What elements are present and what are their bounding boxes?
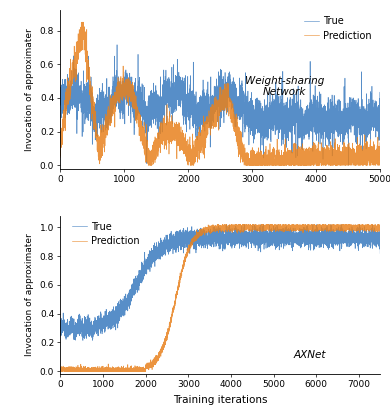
- True: [378, 251, 383, 256]
- Text: Weight-sharing
Network: Weight-sharing Network: [245, 76, 324, 97]
- Prediction: [126, 368, 131, 373]
- Prediction: [321, 160, 326, 165]
- Line: Prediction: Prediction: [60, 22, 380, 165]
- Prediction: [116, 99, 121, 104]
- Prediction: [266, 159, 271, 164]
- True: [180, 75, 185, 80]
- True: [116, 74, 121, 79]
- Legend: True, Prediction: True, Prediction: [69, 218, 144, 250]
- Prediction: [378, 224, 383, 229]
- True: [250, 112, 255, 117]
- Prediction: [181, 138, 185, 143]
- True: [297, 122, 301, 127]
- X-axis label: Training iterations: Training iterations: [173, 395, 268, 405]
- True: [378, 126, 383, 131]
- Prediction: [211, 222, 215, 227]
- Y-axis label: Invocation of approximater: Invocation of approximater: [25, 234, 34, 357]
- True: [58, 96, 63, 101]
- True: [178, 243, 183, 248]
- True: [346, 163, 351, 168]
- Prediction: [146, 163, 151, 168]
- Prediction: [264, 225, 269, 230]
- Line: True: True: [60, 224, 380, 340]
- Prediction: [58, 155, 63, 160]
- True: [81, 338, 85, 343]
- Prediction: [377, 228, 381, 233]
- Line: Prediction: Prediction: [60, 224, 380, 371]
- Prediction: [58, 369, 63, 374]
- Line: True: True: [60, 45, 380, 165]
- True: [321, 126, 326, 131]
- Prediction: [123, 369, 128, 374]
- True: [115, 42, 119, 47]
- True: [264, 238, 269, 243]
- Prediction: [310, 225, 315, 230]
- True: [310, 237, 315, 242]
- True: [377, 236, 381, 241]
- Prediction: [297, 145, 301, 150]
- Y-axis label: Invocation of approximater: Invocation of approximater: [25, 28, 34, 151]
- True: [266, 112, 271, 117]
- Prediction: [250, 163, 255, 168]
- Prediction: [79, 20, 83, 25]
- Text: AXNet: AXNet: [294, 350, 326, 360]
- True: [58, 325, 63, 330]
- True: [224, 222, 229, 227]
- Prediction: [178, 275, 183, 280]
- True: [126, 301, 131, 306]
- Prediction: [58, 369, 63, 374]
- Prediction: [378, 151, 383, 156]
- True: [123, 298, 128, 303]
- Legend: True, Prediction: True, Prediction: [301, 12, 376, 45]
